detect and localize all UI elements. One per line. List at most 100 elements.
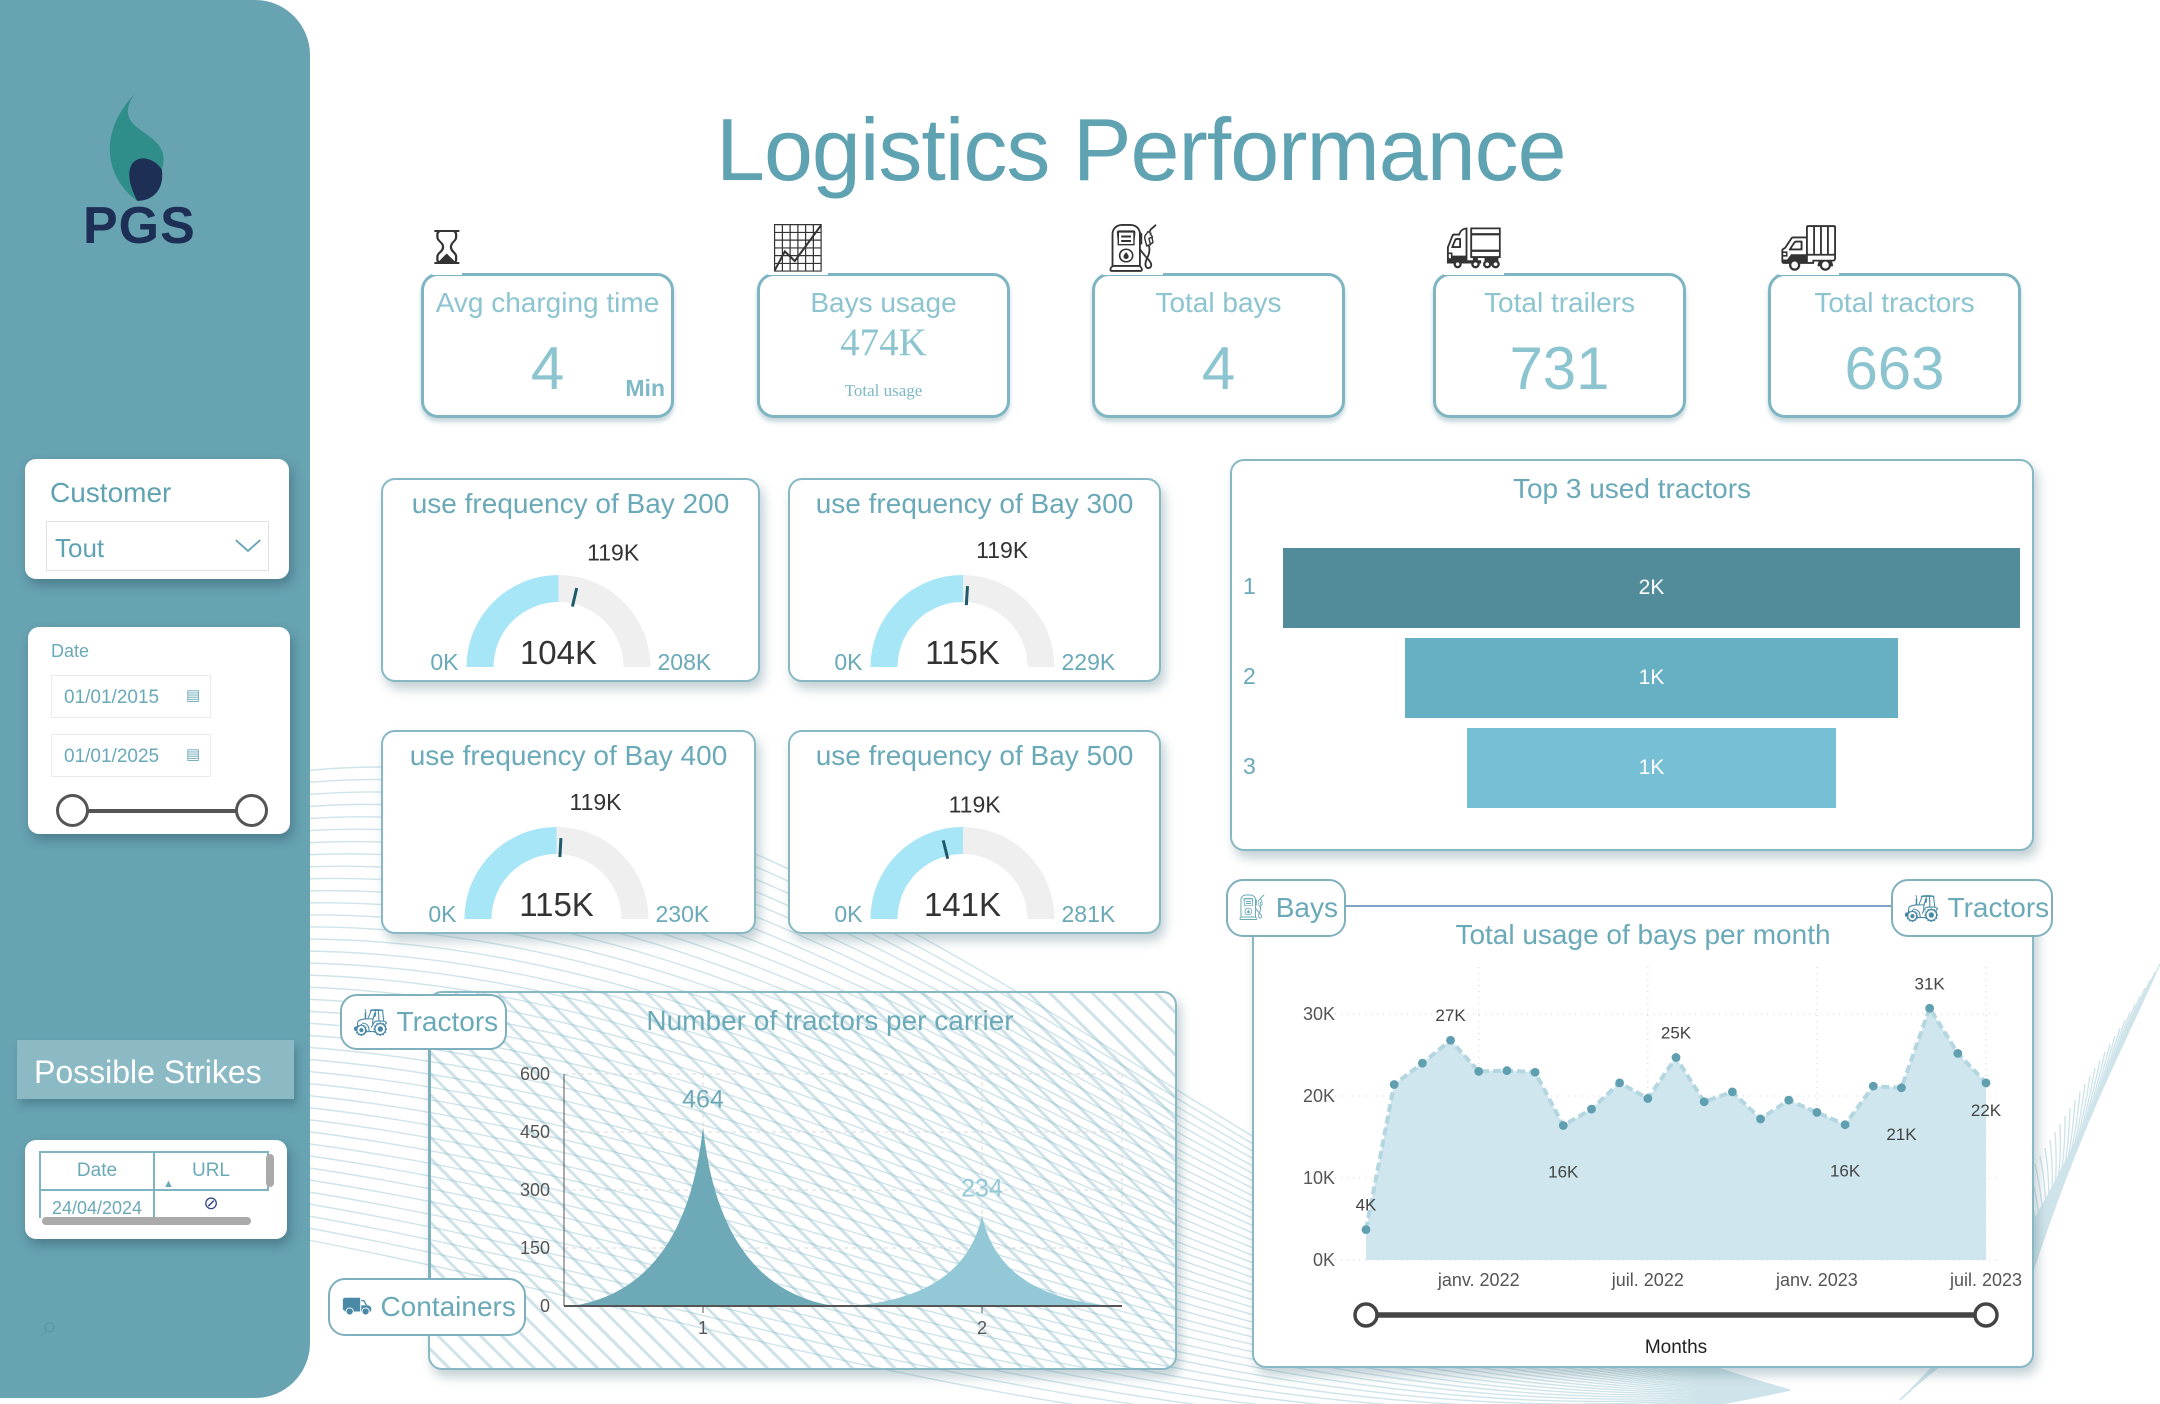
month-slider-start-handle[interactable] [1353,1302,1379,1328]
tractors-nav-button[interactable]: 🚜︎ Tractors [1891,879,2053,937]
strikes-table-header: Date URL ▲ [39,1151,269,1191]
start-date-input[interactable]: 01/01/2015 ▤ [51,675,211,718]
kpi-unit: Min [625,375,665,401]
column-header-date[interactable]: Date [41,1153,155,1189]
data-label: 22K [1971,1101,2002,1120]
data-point[interactable] [1840,1120,1850,1130]
y-tick-label: 0K [1313,1250,1335,1270]
sidebar: PGS Customer Tout Date 01/01/2015 ▤ 01/0… [0,0,310,1398]
data-point[interactable] [1897,1083,1906,1093]
data-label: 31K [1915,974,1946,993]
vertical-scrollbar[interactable] [266,1154,274,1187]
possible-strikes-banner: Possible Strikes [17,1040,294,1099]
kpi-label: Bays usage [810,287,957,318]
column-header-url-label: URL [191,1160,230,1181]
chart-icon: 📈︎ [768,220,828,275]
peak-area[interactable] [572,1126,834,1306]
column-header-url[interactable]: URL ▲ [155,1153,267,1190]
gauge-value-label: 104K [520,634,597,671]
gauge-fill [464,827,557,919]
gauge-target-label: 119K [587,539,640,565]
data-point[interactable] [1671,1053,1681,1062]
data-label: 25K [1661,1023,1692,1042]
x-tick-label: janv. 2022 [1437,1270,1520,1290]
start-date-value: 01/01/2015 [64,687,160,708]
table-row[interactable]: 24/04/2024 ⊘ [39,1190,267,1218]
trailer-icon: 🚛︎ [1444,220,1504,275]
gauge-min-label: 0K [834,649,863,675]
gauge-chart: 119K 104K 0K 208K [430,539,712,675]
end-date-input[interactable]: 01/01/2025 ▤ [51,734,211,777]
data-point[interactable] [1643,1094,1653,1103]
gauge-title: use frequency of Bay 300 [815,488,1134,519]
y-tick-label: 300 [520,1180,550,1200]
data-point[interactable] [1502,1066,1512,1075]
data-label: 16K [1830,1162,1861,1181]
date-slider-end-handle[interactable] [235,794,268,827]
link-icon[interactable]: ⊘ [203,1193,219,1213]
y-tick-label: 150 [520,1238,550,1258]
month-slider-end-handle[interactable] [1973,1302,1999,1328]
gauge-value-label: 115K [519,886,594,923]
data-point[interactable] [1587,1104,1596,1114]
customer-value: Tout [55,533,105,563]
customer-filter: Customer Tout [25,459,289,579]
data-point[interactable] [1474,1067,1484,1076]
funnel-bar[interactable]: 1K [1467,728,1836,808]
tractors-per-carrier-title: Number of tractors per carrier [646,1005,1014,1036]
gauge-target-label: 119K [976,537,1029,563]
data-point[interactable] [1784,1095,1794,1105]
gauge-title: use frequency of Bay 500 [815,740,1134,771]
data-point[interactable] [1925,1003,1935,1013]
peak-area[interactable] [851,1215,1113,1306]
data-label: 4K [1356,1196,1377,1215]
funnel-bar-label: 2K [1638,576,1665,599]
hourglass-icon: ⌛︎ [432,220,462,275]
data-point[interactable] [1361,1225,1371,1235]
calendar-icon[interactable]: ▤ [186,687,201,704]
kpi-card: Total tractors 663 [1768,273,2021,418]
containers-nav-button[interactable]: ⛟ Containers [328,1278,526,1336]
data-point[interactable] [1756,1114,1765,1124]
tractors-nav-button[interactable]: 🚜︎ Tractors [340,994,507,1050]
bays-nav-button[interactable]: ⛽︎ Bays [1226,879,1346,937]
data-point[interactable] [1417,1058,1427,1068]
data-point[interactable] [1812,1108,1822,1117]
end-date-value: 01/01/2025 [64,746,160,767]
top3-tractors-title: Top 3 used tractors [1512,473,1752,504]
kpi-card: Total trailers 731 [1433,273,1686,418]
data-point[interactable] [1615,1078,1625,1088]
logo-flame-icon [109,94,164,201]
gauge-chart: 119K 115K 0K 230K [428,789,710,927]
data-point[interactable] [1699,1097,1709,1107]
data-point[interactable] [1446,1035,1455,1045]
report-search-icon[interactable]: ⌕ [41,1310,58,1343]
data-label: 21K [1886,1125,1917,1144]
data-point[interactable] [1558,1121,1568,1130]
customer-label: Customer [50,477,172,508]
kpi-label: Total bays [1155,287,1282,318]
data-point[interactable] [1727,1087,1737,1097]
gauge-value-label: 141K [924,886,1001,923]
horizontal-scrollbar[interactable] [42,1217,251,1225]
funnel-bar-label: 1K [1638,756,1665,779]
calendar-icon[interactable]: ▤ [186,746,201,763]
customer-dropdown[interactable]: Tout [46,521,269,571]
funnel-bar[interactable]: 2K [1283,548,2020,628]
funnel-bar[interactable]: 1K [1404,638,1899,718]
tractor-icon: 🚜︎ [353,1006,389,1038]
data-point[interactable] [1868,1081,1878,1091]
gauge-min-label: 0K [834,901,863,927]
data-point[interactable] [1389,1080,1399,1089]
gauge-target-label: 119K [570,789,623,815]
data-point[interactable] [1981,1078,1991,1088]
tractor-icon: 🚜︎ [1904,892,1940,924]
date-slider-start-handle[interactable] [56,794,89,827]
date-slider-track[interactable] [75,809,254,813]
kpi-value: 663 [1844,335,1945,402]
gauge-target-marker [558,838,563,858]
top3-tractors-panel: Top 3 used tractors 1 2K 2 1K 3 1K [1230,459,2034,851]
data-point[interactable] [1953,1048,1963,1058]
gauge-chart: 119K 115K 0K 229K [834,537,1116,675]
data-point[interactable] [1530,1067,1540,1077]
